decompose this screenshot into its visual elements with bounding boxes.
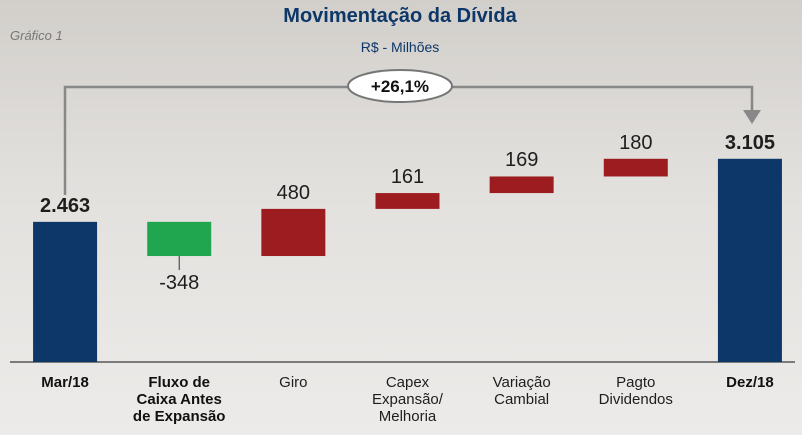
chart-svg: Gráfico 1 Movimentação da Dívida R$ - Mi… xyxy=(0,0,802,435)
x-tick-label: Capex Expansão/ Melhoria xyxy=(353,374,463,425)
value-label: 3.105 xyxy=(700,132,800,155)
value-label: 180 xyxy=(586,132,686,155)
chart-title: Movimentação da Dívida xyxy=(283,5,517,27)
x-tick-label: Dez/18 xyxy=(695,374,802,391)
bar xyxy=(718,159,782,362)
value-label: 169 xyxy=(472,149,572,172)
annotation: +26,1% xyxy=(371,77,429,96)
value-label: 480 xyxy=(243,182,343,205)
bar xyxy=(261,209,325,256)
bar xyxy=(604,159,668,177)
bar xyxy=(490,176,554,193)
x-tick-label: Fluxo de Caixa Antes de Expansão xyxy=(124,374,234,425)
x-tick-label: Giro xyxy=(238,374,348,391)
bar xyxy=(33,222,97,362)
x-tick-label: Mar/18 xyxy=(10,374,120,391)
chart-subtitle: R$ - Milhões xyxy=(361,39,440,55)
chart: Gráfico 1 Movimentação da Dívida R$ - Mi… xyxy=(0,0,802,435)
value-label: 161 xyxy=(358,166,458,189)
x-tick-label: Variação Cambial xyxy=(467,374,577,408)
arrow-head xyxy=(743,110,761,124)
bar xyxy=(147,222,211,256)
bar xyxy=(376,193,440,209)
value-label: -348 xyxy=(129,272,229,295)
value-label: 2.463 xyxy=(15,195,115,218)
chart-note: Gráfico 1 xyxy=(10,28,63,43)
x-tick-label: Pagto Dividendos xyxy=(581,374,691,408)
